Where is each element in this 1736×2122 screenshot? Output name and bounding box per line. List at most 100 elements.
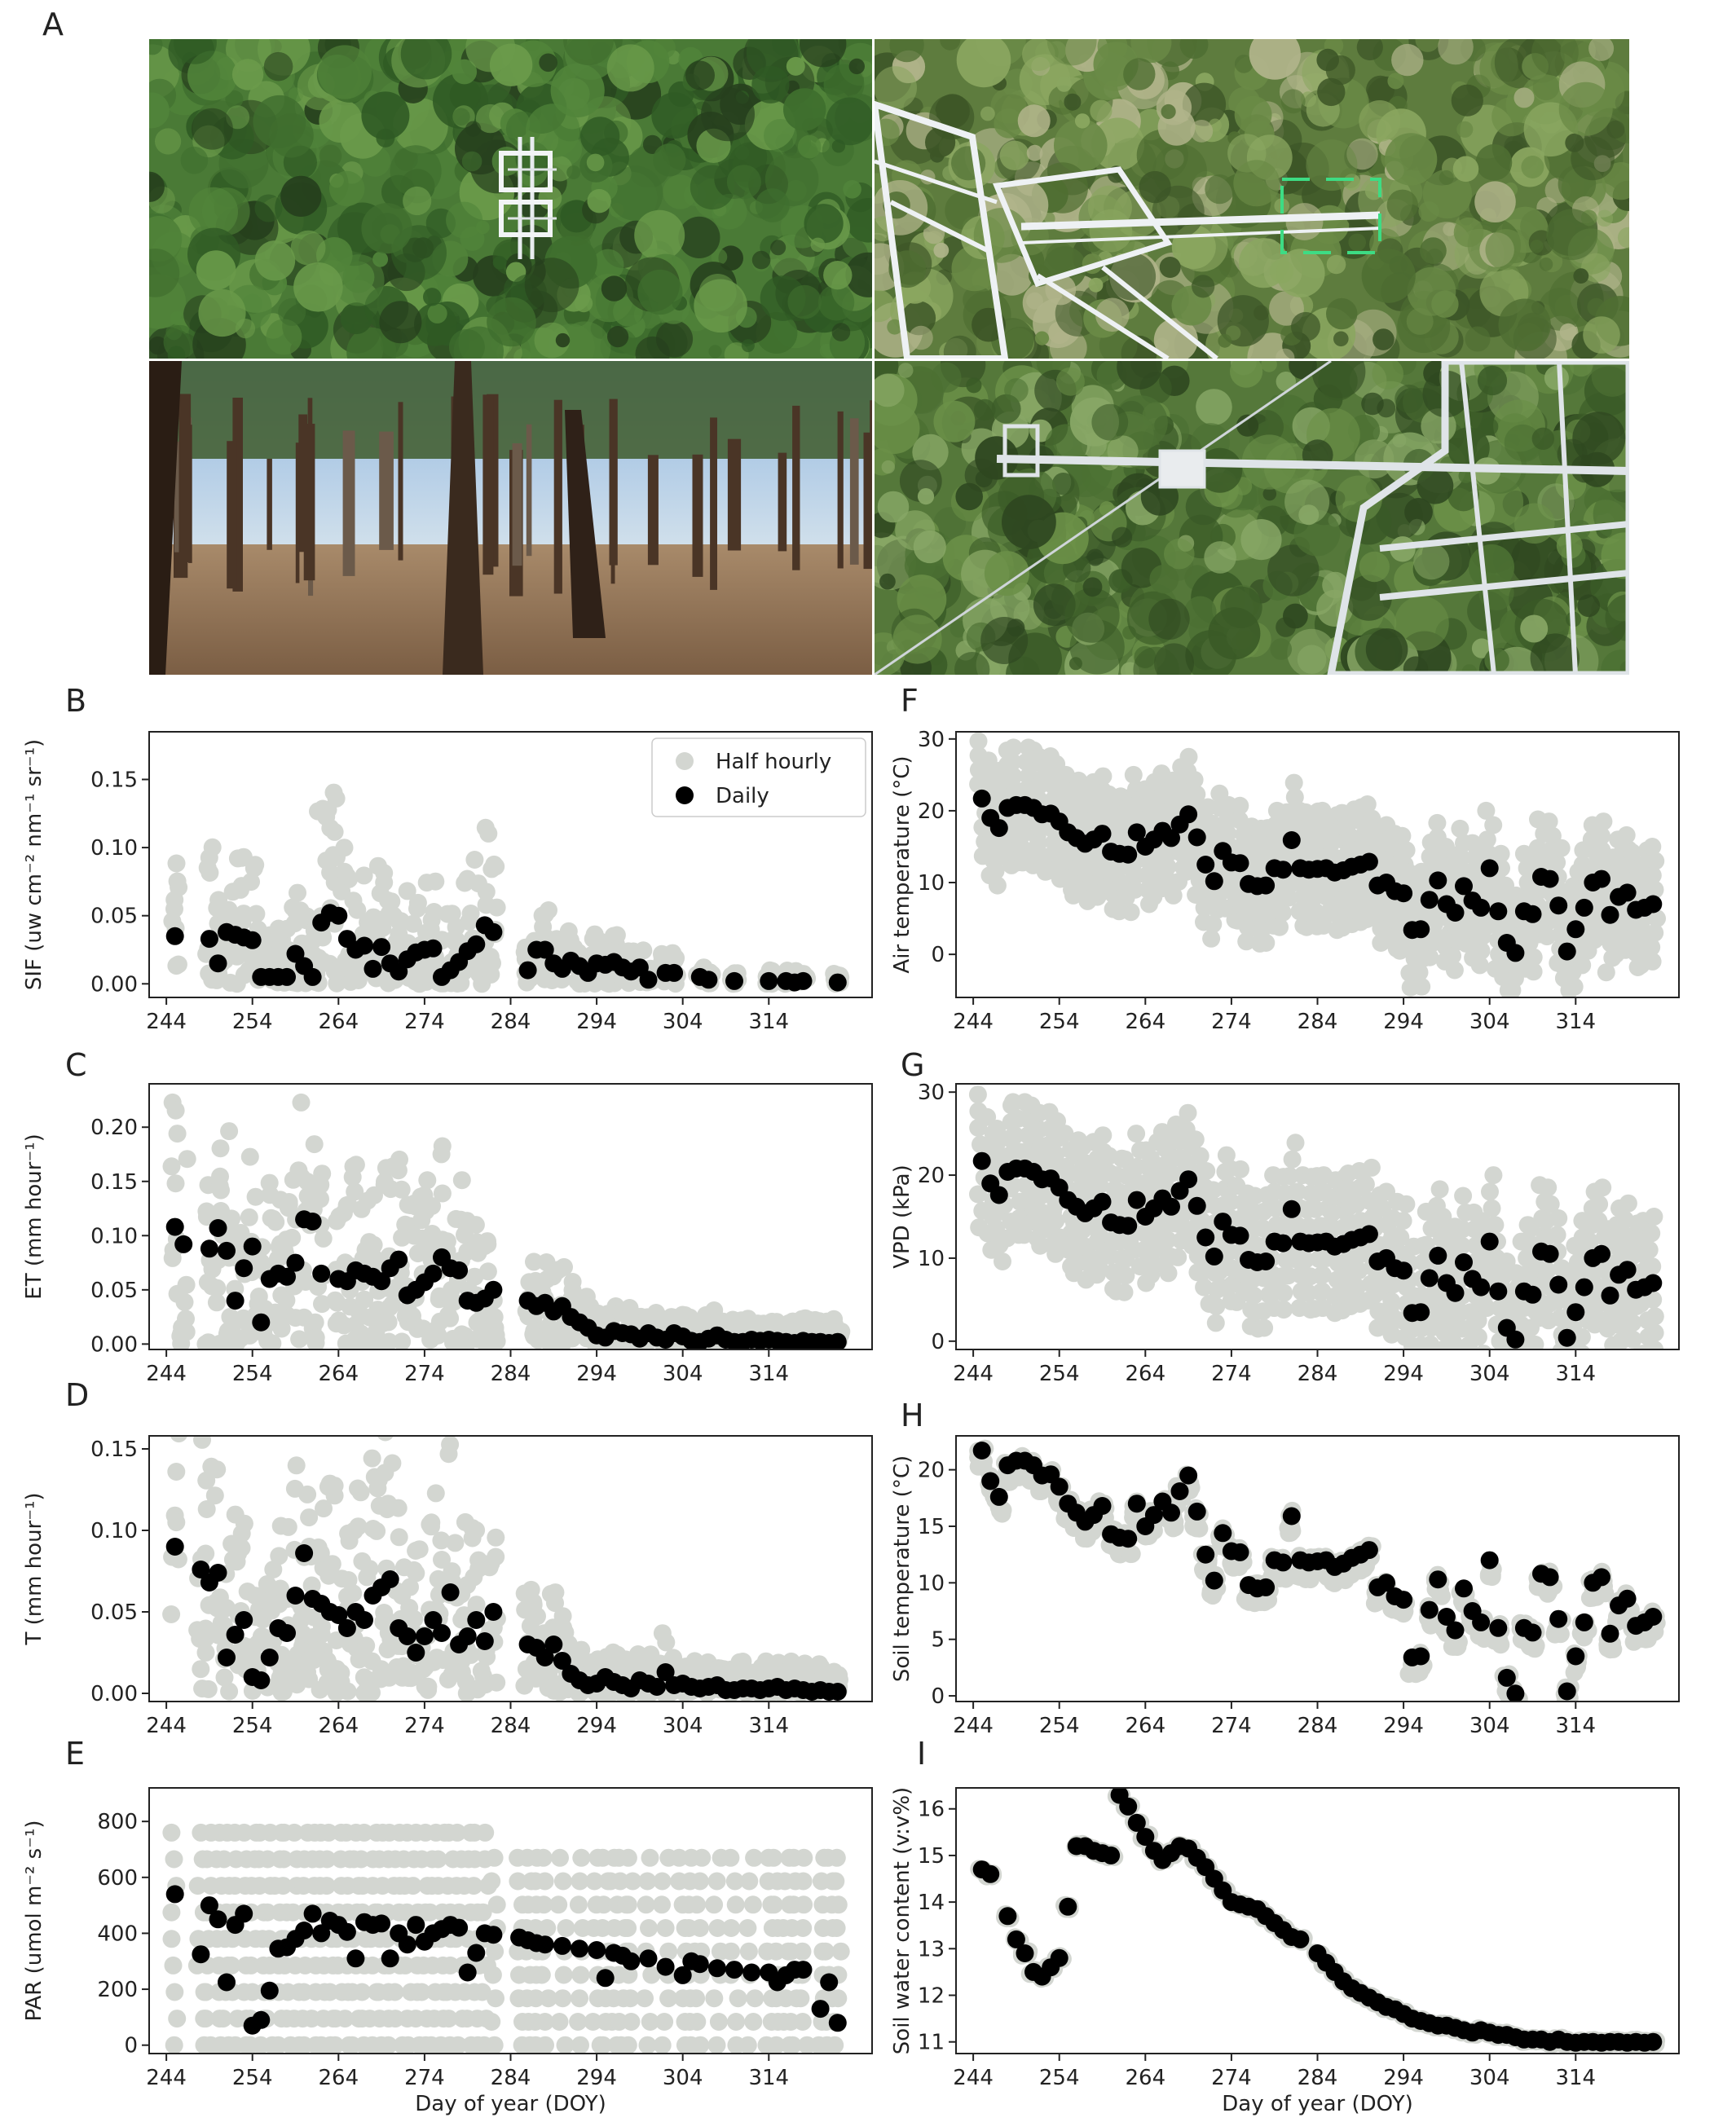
half-hourly-point xyxy=(722,1942,740,1961)
x-tick-label: 264 xyxy=(1125,1010,1165,1034)
y-axis-label: PAR (umol m⁻² s⁻¹) xyxy=(22,1820,46,2021)
half-hourly-point xyxy=(165,2036,183,2054)
half-hourly-point xyxy=(275,1850,293,1869)
half-hourly-point xyxy=(553,1989,572,2008)
daily-point xyxy=(1601,1286,1619,1305)
half-hourly-point xyxy=(196,1544,215,1563)
half-hourly-point xyxy=(1046,1145,1065,1164)
x-tick-label: 304 xyxy=(1469,1010,1510,1034)
photo-boom-aerial xyxy=(875,39,1629,359)
half-hourly-point xyxy=(487,1673,506,1692)
half-hourly-point xyxy=(1384,1275,1403,1294)
half-hourly-point xyxy=(267,1213,285,1231)
half-hourly-point xyxy=(726,1895,745,1914)
half-hourly-point xyxy=(1273,904,1292,922)
half-hourly-point xyxy=(386,1983,404,2001)
x-tick-label: 274 xyxy=(404,1714,445,1738)
y-axis-label: SIF (uw cm⁻² nm⁻¹ sr⁻¹) xyxy=(22,739,46,990)
half-hourly-point xyxy=(377,1436,394,1442)
panel-label-f: F xyxy=(901,683,919,719)
daily-point xyxy=(484,1603,503,1621)
tower-boom-icon xyxy=(875,100,1381,359)
y-tick-label: 0.15 xyxy=(90,1437,138,1462)
half-hourly-point xyxy=(1255,1319,1274,1337)
half-hourly-point xyxy=(1391,1228,1410,1247)
daily-point xyxy=(1257,876,1276,895)
half-hourly-point xyxy=(326,2036,345,2054)
daily-point xyxy=(1412,1303,1430,1322)
half-hourly-point xyxy=(361,1682,380,1701)
half-hourly-point xyxy=(1399,863,1418,882)
half-hourly-point xyxy=(1597,963,1615,982)
half-hourly-point xyxy=(721,1848,740,1867)
daily-point xyxy=(165,1217,184,1236)
x-tick-label: 254 xyxy=(1039,1362,1080,1386)
daily-point xyxy=(1575,1278,1593,1297)
half-hourly-point xyxy=(1094,1126,1113,1145)
half-hourly-point xyxy=(274,1877,293,1895)
y-tick-label: 20 xyxy=(918,1164,945,1188)
half-hourly-point xyxy=(379,2036,398,2054)
half-hourly-point xyxy=(162,1903,181,1922)
half-hourly-point xyxy=(1275,1283,1293,1302)
half-hourly-point xyxy=(634,941,653,960)
half-hourly-point xyxy=(1643,866,1662,885)
daily-point xyxy=(1601,905,1619,924)
half-hourly-point xyxy=(571,1966,590,1984)
daily-points-c xyxy=(165,1210,847,1349)
half-hourly-point xyxy=(569,2013,588,2031)
daily-point xyxy=(1274,1234,1293,1253)
half-hourly-point xyxy=(621,1989,640,2008)
half-hourly-point xyxy=(188,1877,207,1895)
x-tick-label: 284 xyxy=(491,1714,531,1738)
half-hourly-point xyxy=(287,1456,306,1475)
daily-point xyxy=(218,1649,236,1666)
panel-label-g: G xyxy=(901,1047,925,1083)
half-hourly-point xyxy=(1121,903,1140,922)
half-hourly-point xyxy=(1124,765,1143,784)
daily-point xyxy=(1549,1275,1568,1294)
half-hourly-point xyxy=(1164,886,1183,905)
y-tick-label: 0.15 xyxy=(90,1170,138,1195)
half-hourly-point xyxy=(826,2036,844,2054)
daily-point xyxy=(1575,898,1593,917)
half-hourly-point xyxy=(693,1848,712,1867)
half-hourly-point xyxy=(433,1184,452,1203)
y-tick-label: 10 xyxy=(918,1247,945,1271)
daily-point xyxy=(303,1904,322,1923)
half-hourly-point xyxy=(383,1454,402,1473)
half-hourly-point xyxy=(535,2013,554,2031)
half-hourly-point xyxy=(246,1187,265,1206)
half-hourly-point xyxy=(1451,819,1469,838)
daily-point xyxy=(1179,805,1198,824)
daily-points-e xyxy=(165,1885,847,2035)
x-tick-label: 294 xyxy=(1383,1362,1424,1386)
plot-area-b xyxy=(163,783,850,993)
half-hourly-point xyxy=(619,1919,637,1937)
half-hourly-point xyxy=(167,1463,186,1481)
half-hourly-point xyxy=(538,1919,557,1937)
half-hourly-point xyxy=(175,1292,194,1311)
half-hourly-point xyxy=(1142,1149,1161,1168)
daily-point xyxy=(1395,884,1413,903)
daily-point xyxy=(303,1213,322,1230)
y-tick-label: 800 xyxy=(97,1810,138,1834)
half-hourly-point xyxy=(535,1872,554,1891)
half-hourly-point xyxy=(318,1850,337,1869)
half-hourly-point xyxy=(389,1499,408,1517)
half-hourly-point xyxy=(546,1594,564,1613)
x-tick-label: 254 xyxy=(232,1362,273,1386)
half-hourly-point xyxy=(1231,796,1249,815)
half-hourly-point xyxy=(1285,788,1304,807)
daily-point xyxy=(1489,902,1508,921)
half-hourly-point xyxy=(1201,1585,1220,1604)
y-tick-label: 0.00 xyxy=(90,1332,138,1357)
x-tick-label: 274 xyxy=(404,2066,445,2090)
half-hourly-point xyxy=(1603,1353,1621,1371)
half-hourly-point xyxy=(1643,1257,1662,1276)
y-tick-label: 0.20 xyxy=(90,1116,138,1140)
x-tick-label: 284 xyxy=(1298,1010,1338,1034)
half-hourly-point xyxy=(164,1956,183,1975)
half-hourly-point xyxy=(390,1150,408,1169)
